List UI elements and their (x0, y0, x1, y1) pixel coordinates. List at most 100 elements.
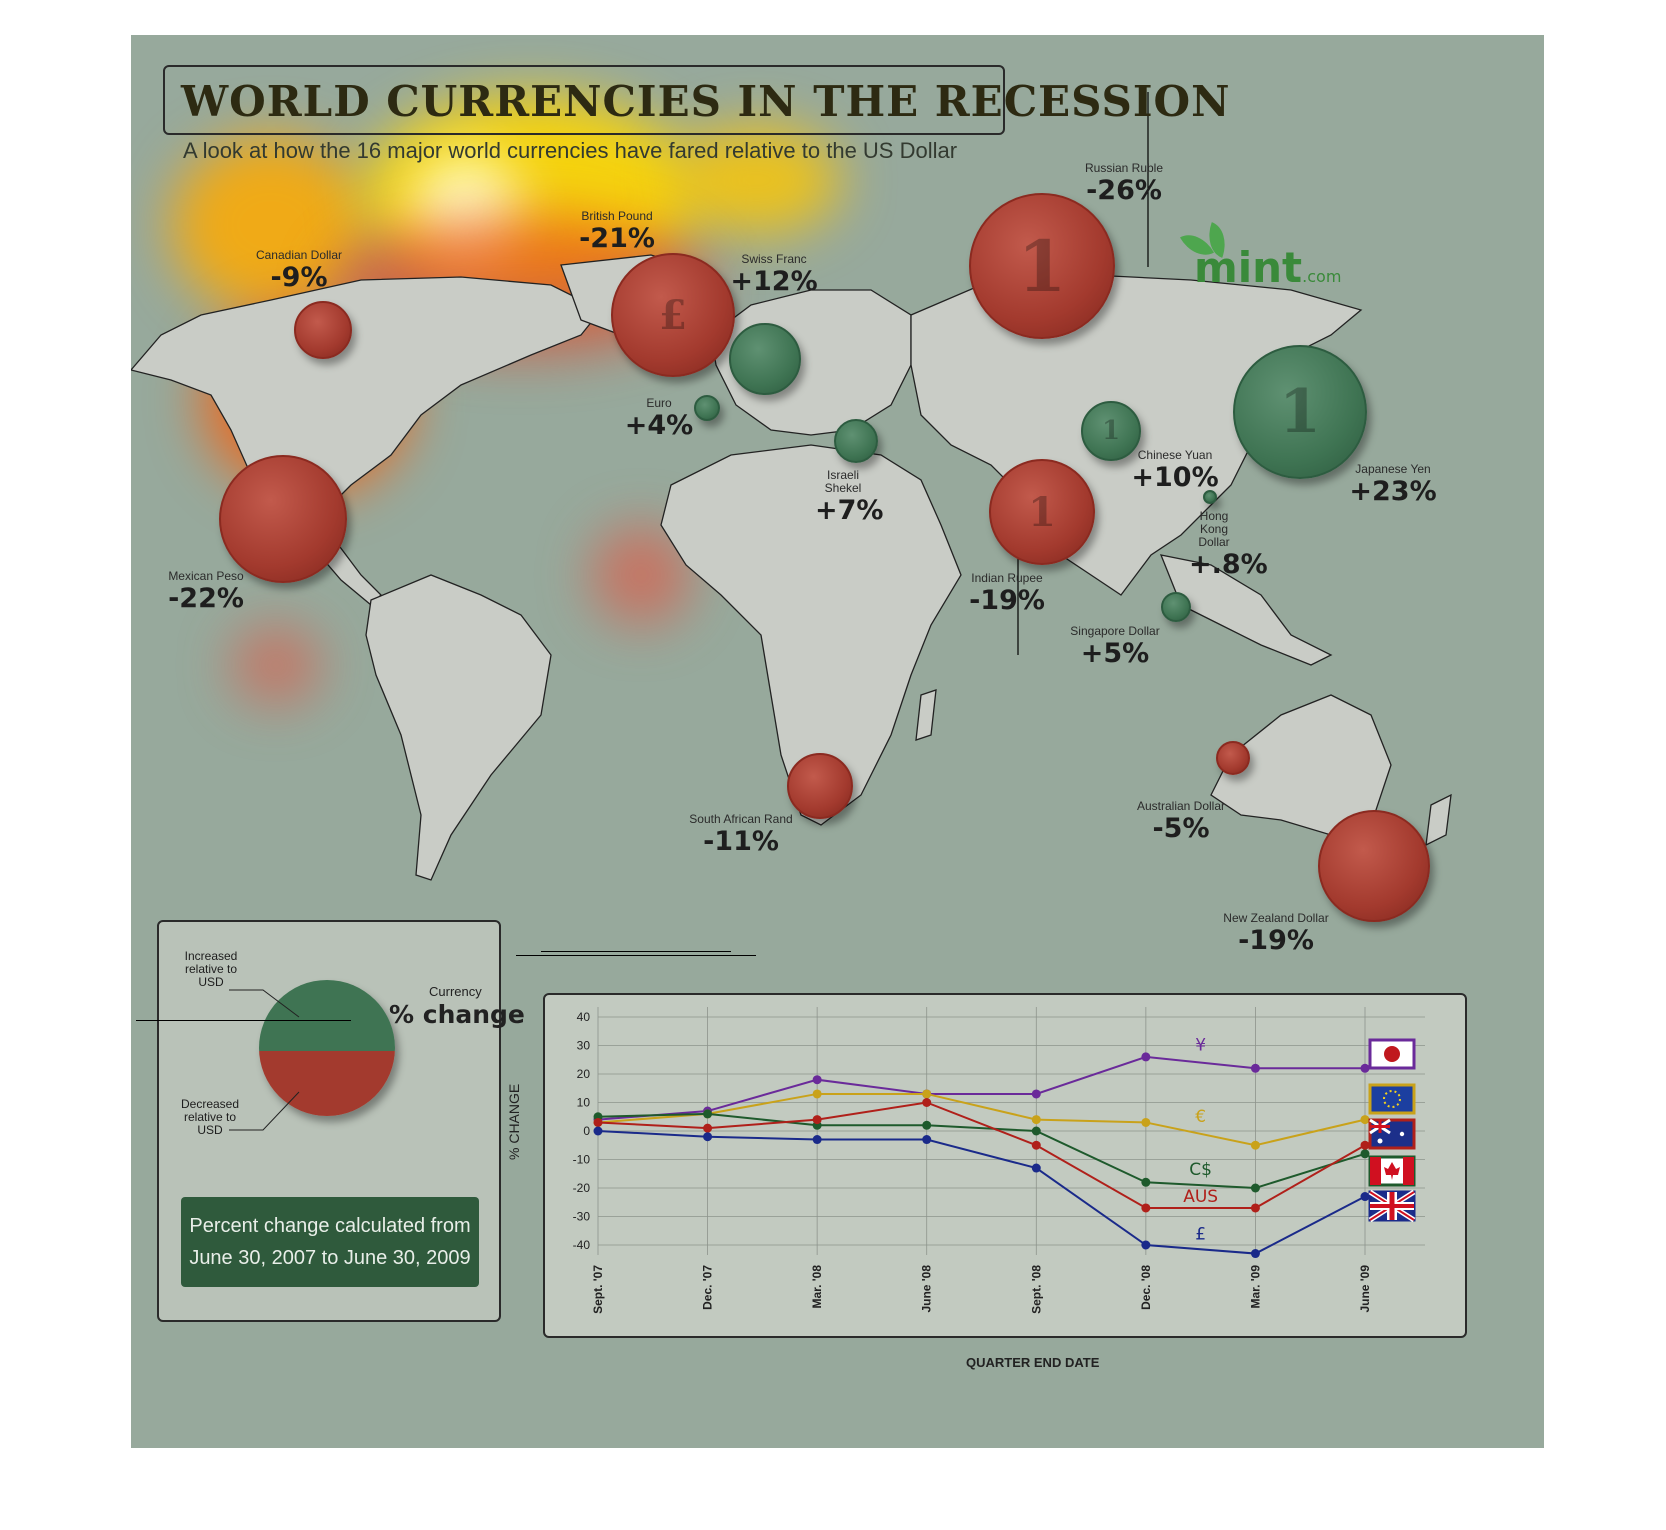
calculation-note: Percent change calculated from June 30, … (181, 1197, 479, 1287)
series-line (597, 1092, 1366, 1147)
data-point (1250, 1183, 1260, 1193)
data-point (812, 1075, 822, 1085)
mint-logo: mint.com (1194, 243, 1341, 292)
currency-pct: +.8% (1189, 549, 1268, 580)
page-title: WORLD CURRENCIES IN THE RECESSION (181, 77, 1231, 126)
flag-icons (1368, 1038, 1416, 1223)
data-point (703, 1132, 713, 1142)
label-south-african-rand: South African Rand -11% (689, 812, 793, 858)
currency-name: Canadian Dollar (255, 248, 343, 262)
data-point (922, 1098, 932, 1107)
chart-panel: 40 30 20 10 0 -10 -20 -30 -40 Sept. '07 Dec. '07 M… (543, 993, 1467, 1338)
south-america-shape (365, 574, 552, 881)
data-point (1141, 1240, 1151, 1250)
data-point (1031, 1115, 1041, 1125)
data-point (1360, 1063, 1370, 1073)
label-israeli-shekel: Israeli Shekel +7% (815, 468, 883, 527)
deco-line (136, 1020, 351, 1021)
data-point (1360, 1140, 1370, 1150)
series-line (597, 1101, 1366, 1209)
mint-logo-name: mint (1194, 243, 1303, 292)
label-swiss-franc: Swiss Franc +12% (730, 252, 818, 298)
currency-pct: -22% (168, 583, 244, 614)
data-point (812, 1135, 822, 1145)
series-label: ¥ (1195, 1036, 1206, 1056)
y-tick-label: 30 (577, 1039, 591, 1053)
y-axis-label: % CHANGE (506, 1083, 522, 1160)
x-axis-label: QUARTER END DATE (966, 1355, 1100, 1370)
label-chinese-yuan: Chinese Yuan +10% (1131, 448, 1218, 494)
series-label: C$ (1189, 1160, 1212, 1180)
data-point (703, 1123, 713, 1133)
data-point (1141, 1203, 1151, 1213)
currency-name: Israeli Shekel (824, 468, 862, 495)
legend-coin-decreased (259, 1050, 395, 1116)
coin-israeli-shekel (834, 419, 878, 463)
africa-shape (660, 444, 962, 826)
coin-japanese-yen: 1 (1233, 345, 1367, 479)
data-point (1031, 1163, 1041, 1173)
data-point (1031, 1089, 1041, 1099)
coin-mexican-peso (219, 455, 347, 583)
x-tick-label: Mar. '09 (1248, 1265, 1262, 1309)
currency-name: Hong Kong Dollar (1198, 509, 1230, 549)
currency-name: Singapore Dollar (1070, 624, 1160, 638)
currency-name: Chinese Yuan (1137, 448, 1213, 462)
yuan-glyph-icon: 1 (1101, 416, 1121, 446)
yen-glyph-icon: 1 (1279, 377, 1321, 447)
label-japanese-yen: Japanese Yen +23% (1349, 463, 1437, 508)
japan-flag-icon (1368, 1038, 1416, 1070)
currency-name: Swiss Franc (741, 252, 807, 266)
deco-line (541, 951, 731, 952)
label-canadian-dollar: Canadian Dollar -9% (255, 248, 343, 294)
infographic-poster: WORLD CURRENCIES IN THE RECESSION A look… (131, 35, 1544, 1448)
legend-increased-label: Increased relative to USD (184, 949, 238, 989)
currency-name: Russian Ruble (1084, 161, 1164, 175)
label-euro: Euro +4% (624, 397, 694, 442)
north-america-shape (131, 276, 603, 516)
data-point (593, 1117, 603, 1127)
data-point (812, 1089, 822, 1099)
label-indian-rupee: Indian Rupee -19% (969, 571, 1045, 617)
coin-new-zealand-dollar (1318, 810, 1430, 922)
madagascar-shape (915, 689, 937, 741)
coin-chinese-yuan: 1 (1081, 401, 1141, 461)
y-tick-labels: 40 30 20 10 0 -10 -20 -30 -40 (573, 1010, 591, 1252)
currency-pct: +5% (1080, 638, 1150, 669)
currency-pct: -21% (579, 223, 655, 254)
data-point (1360, 1149, 1370, 1159)
coin-swiss-franc (729, 323, 801, 395)
currency-pct: +12% (730, 266, 818, 297)
currency-pct: +4% (624, 410, 694, 441)
coin-south-african-rand (787, 753, 853, 819)
currency-name: South African Rand (689, 812, 793, 826)
data-point (1031, 1140, 1041, 1150)
title-frame: WORLD CURRENCIES IN THE RECESSION (163, 65, 1230, 135)
x-tick-label: Dec. '07 (701, 1265, 715, 1310)
currency-name: British Pound (581, 209, 653, 223)
currency-name: Indian Rupee (971, 571, 1043, 585)
coin-singapore-dollar (1161, 592, 1191, 622)
note-line-1: Percent change calculated from (189, 1215, 471, 1237)
series-line (597, 1112, 1366, 1190)
data-point (1360, 1192, 1370, 1202)
currency-pct: -26% (1086, 175, 1162, 206)
currency-pct: +23% (1349, 476, 1437, 507)
data-point (1250, 1203, 1260, 1213)
data-point (922, 1135, 932, 1145)
coin-russian-ruble: 1 (969, 193, 1115, 339)
pound-glyph-icon: £ (659, 291, 687, 339)
label-mexican-peso: Mexican Peso -22% (168, 570, 244, 615)
data-point (1141, 1117, 1151, 1127)
data-point (1250, 1063, 1260, 1073)
data-point (1250, 1249, 1260, 1259)
data-point (1360, 1115, 1370, 1125)
x-tick-label: June '09 (1358, 1265, 1372, 1313)
data-point (593, 1126, 603, 1136)
series-label: € (1195, 1107, 1206, 1127)
label-singapore-dollar: Singapore Dollar +5% (1070, 624, 1160, 670)
coin-british-pound: £ (611, 253, 735, 377)
y-tick-label: 0 (583, 1124, 590, 1138)
coin-canadian-dollar (294, 301, 352, 359)
ruble-glyph-icon: 1 (1017, 224, 1067, 308)
